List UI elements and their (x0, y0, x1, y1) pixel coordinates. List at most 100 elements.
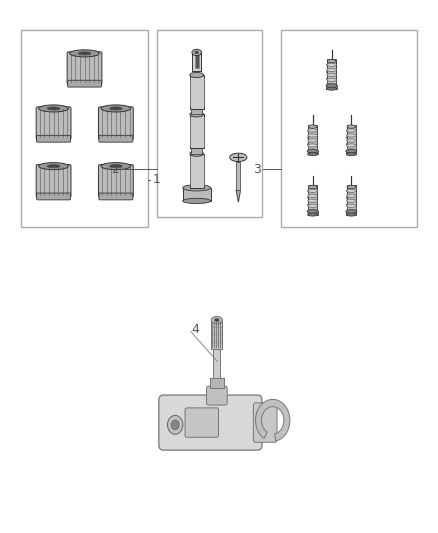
Ellipse shape (211, 317, 223, 324)
Ellipse shape (307, 203, 318, 207)
Ellipse shape (326, 84, 337, 87)
Bar (211, 320, 223, 349)
Ellipse shape (346, 199, 356, 203)
Ellipse shape (308, 204, 318, 207)
Ellipse shape (326, 63, 337, 67)
Ellipse shape (346, 203, 357, 207)
Ellipse shape (346, 144, 356, 147)
Bar (347, 125, 356, 151)
Ellipse shape (346, 196, 357, 200)
Ellipse shape (308, 144, 318, 147)
Ellipse shape (307, 209, 318, 213)
Ellipse shape (307, 210, 318, 213)
Ellipse shape (346, 153, 357, 156)
Bar (309, 187, 317, 196)
FancyBboxPatch shape (36, 107, 71, 140)
Ellipse shape (307, 213, 318, 216)
Ellipse shape (78, 52, 91, 55)
Ellipse shape (346, 150, 357, 153)
Ellipse shape (327, 83, 336, 86)
Ellipse shape (346, 210, 357, 213)
Ellipse shape (327, 78, 336, 82)
Ellipse shape (307, 196, 318, 200)
Ellipse shape (327, 68, 336, 71)
Bar (346, 211, 357, 215)
Text: 1: 1 (152, 173, 160, 187)
Ellipse shape (347, 185, 356, 189)
Ellipse shape (346, 129, 356, 132)
Ellipse shape (190, 72, 204, 78)
Ellipse shape (347, 125, 356, 128)
Ellipse shape (70, 50, 99, 57)
Ellipse shape (307, 153, 318, 156)
Ellipse shape (346, 209, 356, 213)
Polygon shape (236, 190, 240, 202)
Ellipse shape (47, 165, 60, 168)
Bar (347, 185, 356, 212)
Bar (326, 85, 337, 88)
Ellipse shape (183, 184, 211, 191)
Ellipse shape (190, 112, 204, 117)
Ellipse shape (326, 70, 337, 74)
Ellipse shape (307, 129, 318, 133)
Ellipse shape (346, 134, 356, 137)
Ellipse shape (230, 153, 247, 161)
Bar (347, 187, 355, 196)
Ellipse shape (194, 51, 199, 54)
Ellipse shape (326, 84, 337, 87)
Bar (213, 349, 220, 378)
FancyBboxPatch shape (99, 135, 133, 142)
Bar (209, 378, 224, 388)
Ellipse shape (101, 105, 131, 112)
Bar (308, 185, 317, 212)
FancyBboxPatch shape (67, 52, 102, 84)
Ellipse shape (39, 105, 68, 112)
Text: 4: 4 (191, 323, 199, 336)
Bar (308, 125, 317, 151)
Ellipse shape (346, 209, 357, 213)
FancyBboxPatch shape (36, 165, 71, 197)
Ellipse shape (346, 139, 356, 142)
Ellipse shape (308, 125, 317, 128)
FancyBboxPatch shape (99, 165, 133, 197)
Ellipse shape (308, 189, 318, 192)
FancyBboxPatch shape (253, 403, 277, 442)
Ellipse shape (308, 139, 318, 142)
Ellipse shape (308, 209, 318, 213)
Ellipse shape (307, 150, 318, 153)
Ellipse shape (327, 63, 336, 67)
Bar (157, 30, 262, 216)
Ellipse shape (308, 134, 318, 137)
Circle shape (167, 415, 183, 434)
Bar (190, 115, 204, 149)
Bar (190, 75, 204, 109)
Ellipse shape (192, 49, 201, 55)
FancyBboxPatch shape (159, 395, 262, 450)
Bar (194, 54, 199, 68)
Ellipse shape (308, 199, 318, 203)
Text: 3: 3 (253, 163, 261, 176)
Bar (328, 61, 336, 70)
Ellipse shape (308, 194, 318, 197)
Bar (191, 149, 202, 154)
Ellipse shape (346, 194, 356, 197)
FancyBboxPatch shape (99, 193, 133, 200)
Ellipse shape (346, 149, 356, 152)
Ellipse shape (346, 189, 356, 192)
Bar (309, 126, 317, 136)
Bar (236, 161, 240, 190)
FancyBboxPatch shape (37, 193, 71, 200)
FancyBboxPatch shape (185, 408, 219, 437)
Ellipse shape (307, 149, 318, 153)
Ellipse shape (346, 129, 357, 133)
Ellipse shape (308, 149, 318, 152)
Ellipse shape (110, 107, 122, 110)
Bar (307, 211, 318, 215)
Wedge shape (255, 399, 290, 441)
Bar (191, 109, 202, 115)
Ellipse shape (346, 136, 357, 140)
Ellipse shape (183, 198, 211, 204)
FancyBboxPatch shape (99, 107, 133, 140)
Ellipse shape (346, 204, 356, 207)
Ellipse shape (101, 163, 131, 169)
